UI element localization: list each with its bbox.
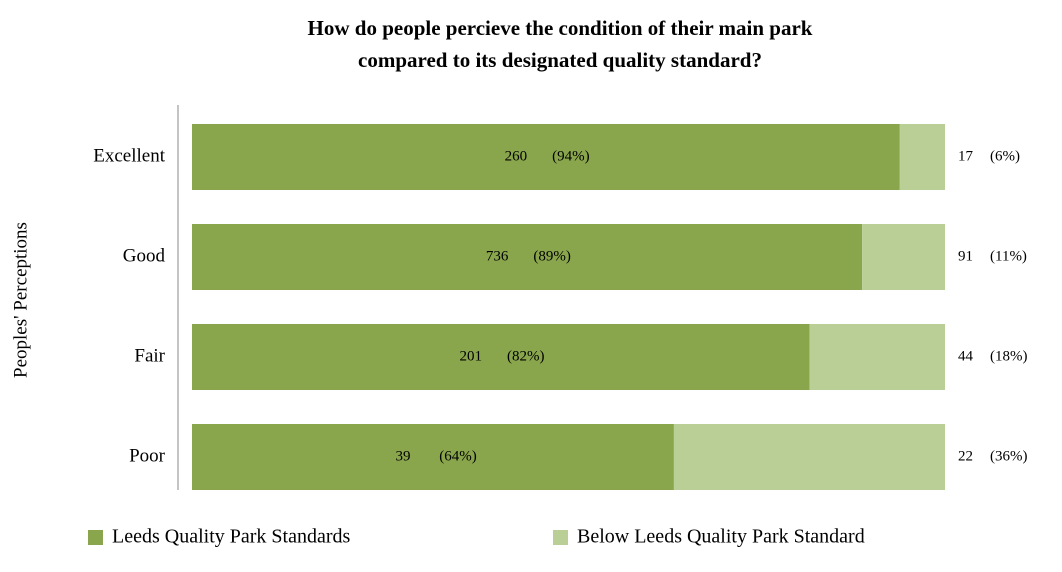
y-tick-label: Fair xyxy=(134,345,165,366)
bar-segment xyxy=(192,124,900,190)
y-tick-label: Poor xyxy=(129,445,166,466)
legend-label: Leeds Quality Park Standards xyxy=(112,526,350,548)
bar-segment xyxy=(899,124,945,190)
count-label: 736 xyxy=(486,248,509,264)
bar-segment xyxy=(673,424,945,490)
count-label: 22 xyxy=(958,448,973,464)
bar-segment xyxy=(192,324,810,390)
legend-swatch xyxy=(553,530,568,545)
data-label: (11%) xyxy=(990,248,1027,264)
legend-swatch xyxy=(88,530,103,545)
data-label: (94%) xyxy=(552,148,590,164)
data-label: (64%) xyxy=(439,448,477,464)
count-label: 201 xyxy=(459,348,482,364)
data-label: (6%) xyxy=(990,148,1020,164)
count-label: 39 xyxy=(395,448,410,464)
y-tick-label: Excellent xyxy=(93,145,165,166)
y-tick-label: Good xyxy=(123,245,166,266)
bar-segment xyxy=(862,224,945,290)
data-label: (82%) xyxy=(507,348,545,364)
chart-title: compared to its designated quality stand… xyxy=(358,48,762,72)
count-label: 44 xyxy=(958,348,974,364)
count-label: 91 xyxy=(958,248,973,264)
bar-segment xyxy=(192,424,674,490)
count-label: 17 xyxy=(958,148,974,164)
data-label: (18%) xyxy=(990,348,1028,364)
data-label: (36%) xyxy=(990,448,1028,464)
count-label: 260 xyxy=(505,148,528,164)
bar-segment xyxy=(192,224,863,290)
chart-title: How do people percieve the condition of … xyxy=(308,16,813,40)
legend-label: Below Leeds Quality Park Standard xyxy=(577,526,865,548)
y-axis-label: Peoples' Perceptions xyxy=(10,222,31,378)
bar-segment xyxy=(809,324,945,390)
data-label: (89%) xyxy=(533,248,571,264)
